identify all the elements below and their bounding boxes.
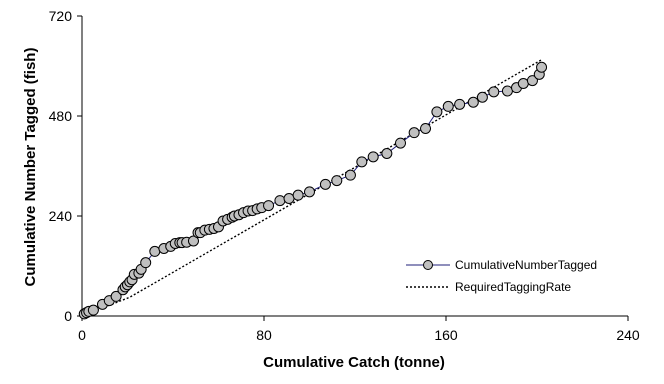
data-point	[526, 75, 538, 87]
data-point	[292, 189, 304, 201]
data-point	[187, 235, 199, 247]
x-tick-label: 240	[616, 327, 640, 343]
data-point	[319, 178, 331, 190]
legend-label-cumulative: CumulativeNumberTagged	[455, 258, 597, 272]
data-point	[431, 106, 443, 118]
data-point	[476, 91, 488, 103]
y-tick-label: 720	[49, 8, 73, 24]
data-point	[356, 156, 368, 168]
x-tick-label: 160	[434, 327, 458, 343]
data-point	[381, 148, 393, 159]
data-point	[454, 98, 466, 110]
x-axis-title: Cumulative Catch (tonne)	[263, 354, 445, 371]
data-point	[501, 85, 513, 97]
legend-marker-cumulative	[423, 260, 433, 270]
data-point	[140, 257, 152, 269]
data-point	[395, 137, 406, 149]
data-point	[274, 195, 286, 207]
legend-layer: CumulativeNumberTagged RequiredTaggingRa…	[398, 254, 628, 300]
data-point	[467, 96, 479, 108]
x-tick-label: 0	[78, 327, 86, 343]
y-axis-title: Cumulative Number Tagged (fish)	[22, 48, 39, 287]
axes-layer: 0 80 160 240 0 240 480 720	[49, 8, 640, 343]
legend-box	[398, 254, 628, 300]
data-point	[442, 100, 454, 112]
x-tick-label: 80	[256, 327, 272, 343]
data-point	[517, 78, 529, 89]
data-point	[87, 304, 99, 316]
series-layer	[78, 59, 548, 320]
data-point	[408, 127, 420, 139]
data-point	[536, 61, 548, 73]
data-point	[331, 175, 343, 187]
data-point	[344, 169, 356, 181]
data-point	[488, 86, 500, 98]
y-tick-label: 0	[64, 308, 72, 324]
data-point	[420, 123, 432, 134]
data-point	[367, 151, 379, 163]
y-tick-label: 240	[49, 208, 73, 224]
data-point	[304, 186, 315, 198]
y-tick-label: 480	[49, 108, 73, 124]
data-point	[263, 200, 275, 212]
data-point	[110, 290, 122, 302]
legend-label-required: RequiredTaggingRate	[455, 280, 571, 294]
data-point	[283, 193, 295, 204]
data-point	[149, 245, 161, 257]
